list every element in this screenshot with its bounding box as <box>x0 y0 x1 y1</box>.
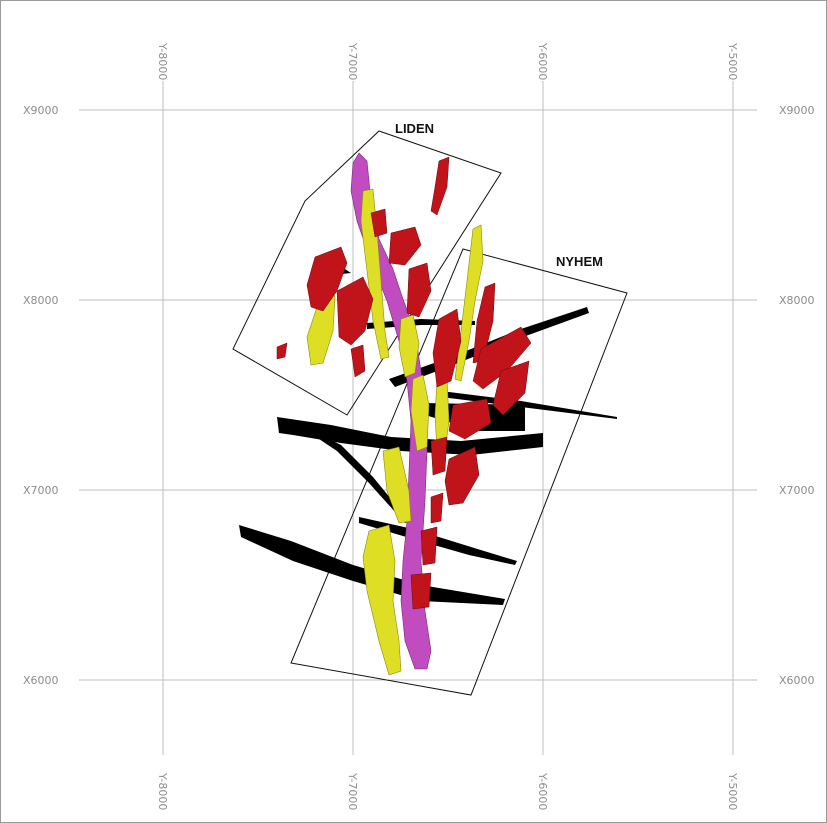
tick-top-y-8000: Y-8000 <box>156 42 169 80</box>
tick-right-x9000: X9000 <box>779 104 815 117</box>
yellow-ore-3 <box>454 224 484 382</box>
red-ore-3 <box>336 276 374 346</box>
fault-plane-1 <box>277 417 543 455</box>
red-ore-13 <box>420 526 438 566</box>
tick-top-y-6000: Y-6000 <box>536 42 549 80</box>
magenta-ore-body <box>350 152 432 670</box>
yellow-ore-6 <box>382 446 412 524</box>
tick-right-x8000: X8000 <box>779 294 815 307</box>
tick-bottom-y-8000: Y-8000 <box>156 772 169 810</box>
red-ore-17 <box>370 208 388 238</box>
yellow-ore-5 <box>410 374 430 452</box>
nyhem-label: NYHEM <box>556 254 603 269</box>
red-ore-11 <box>444 446 480 506</box>
nyhem-area-outline <box>290 248 628 696</box>
red-ore-14 <box>410 572 432 610</box>
fault-plane-6 <box>359 517 517 565</box>
red-ore-16 <box>276 342 288 360</box>
red-ore-1 <box>430 156 450 216</box>
red-ore-5 <box>406 262 432 318</box>
fault-plane-7 <box>319 435 409 523</box>
tick-bottom-y-6000: Y-6000 <box>536 772 549 810</box>
red-ore-4 <box>388 226 422 266</box>
liden-label: LIDEN <box>395 121 434 136</box>
tick-left-x8000: X8000 <box>23 294 59 307</box>
tick-right-x6000: X6000 <box>779 674 815 687</box>
tick-top-y-7000: Y-7000 <box>346 42 359 80</box>
fault-plane-5 <box>441 391 617 419</box>
fault-plane-2 <box>239 525 505 605</box>
top-tick-labels: Y-8000 Y-7000 Y-6000 Y-5000 <box>156 42 739 80</box>
tick-bottom-y-5000: Y-5000 <box>726 772 739 810</box>
tick-right-x7000: X7000 <box>779 484 815 497</box>
tick-left-x6000: X6000 <box>23 674 59 687</box>
red-ore-bodies <box>276 156 532 610</box>
red-ore-15 <box>350 344 366 378</box>
tick-left-x7000: X7000 <box>23 484 59 497</box>
left-tick-labels: X9000 X8000 X7000 X6000 <box>23 104 59 687</box>
yellow-ore-7 <box>362 524 402 676</box>
red-ore-2 <box>306 246 348 312</box>
liden-area-outline <box>232 130 502 416</box>
tick-top-y-5000: Y-5000 <box>726 42 739 80</box>
right-tick-labels: X9000 X8000 X7000 X6000 <box>779 104 815 687</box>
red-ore-10 <box>448 398 492 440</box>
bottom-tick-labels: Y-8000 Y-7000 Y-6000 Y-5000 <box>156 772 739 810</box>
red-ore-9 <box>492 360 530 416</box>
tick-bottom-y-7000: Y-7000 <box>346 772 359 810</box>
red-ore-12 <box>430 436 448 476</box>
red-ore-18 <box>430 492 444 524</box>
tick-left-x9000: X9000 <box>23 104 59 117</box>
red-ore-7 <box>432 308 462 388</box>
